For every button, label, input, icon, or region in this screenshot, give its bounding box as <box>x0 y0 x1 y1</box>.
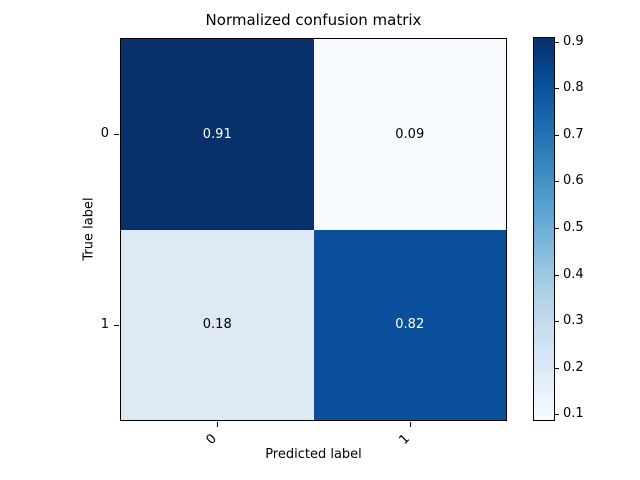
y-axis-label: True label <box>81 197 97 261</box>
colorbar-tick-mark <box>555 414 559 415</box>
x-tick-mark-1 <box>410 422 411 427</box>
colorbar-tick-label: 0.6 <box>563 173 584 188</box>
colorbar-tick-label: 0.9 <box>563 34 584 49</box>
matrix-cell-true0-pred1: 0.09 <box>313 39 506 230</box>
colorbar-tick-mark <box>555 88 559 89</box>
matrix-cell-true0-pred0: 0.91 <box>121 39 314 230</box>
colorbar-tick-mark <box>555 181 559 182</box>
colorbar-tick-mark <box>555 42 559 43</box>
colorbar-tick-mark <box>555 135 559 136</box>
chart-title: Normalized confusion matrix <box>205 11 422 29</box>
x-tick-label-0: 0 <box>203 431 220 448</box>
x-tick-mark-0 <box>217 422 218 427</box>
colorbar-tick-label: 0.4 <box>563 267 584 282</box>
y-tick-label-1: 1 <box>100 317 109 332</box>
colorbar-tick-label: 0.3 <box>563 313 584 328</box>
confusion-matrix-plot: 0.91 0.09 0.18 0.82 <box>120 38 507 421</box>
colorbar-tick-mark <box>555 368 559 369</box>
colorbar-tick-label: 0.5 <box>563 220 584 235</box>
colorbar-tick-label: 0.1 <box>563 406 584 421</box>
y-tick-mark-0 <box>114 134 119 135</box>
matrix-cell-true1-pred0: 0.18 <box>121 229 314 420</box>
matrix-cell-true1-pred1: 0.82 <box>313 229 506 420</box>
colorbar-tick-label: 0.2 <box>563 360 584 375</box>
colorbar-tick-label: 0.7 <box>563 127 584 142</box>
y-tick-label-0: 0 <box>100 126 109 141</box>
x-axis-label: Predicted label <box>265 447 362 462</box>
colorbar-tick-mark <box>555 228 559 229</box>
colorbar-tick-label: 0.8 <box>563 80 584 95</box>
y-tick-mark-1 <box>114 325 119 326</box>
x-tick-label-1: 1 <box>396 431 413 448</box>
colorbar-gradient <box>533 37 555 421</box>
colorbar-tick-mark <box>555 321 559 322</box>
colorbar-tick-mark <box>555 275 559 276</box>
